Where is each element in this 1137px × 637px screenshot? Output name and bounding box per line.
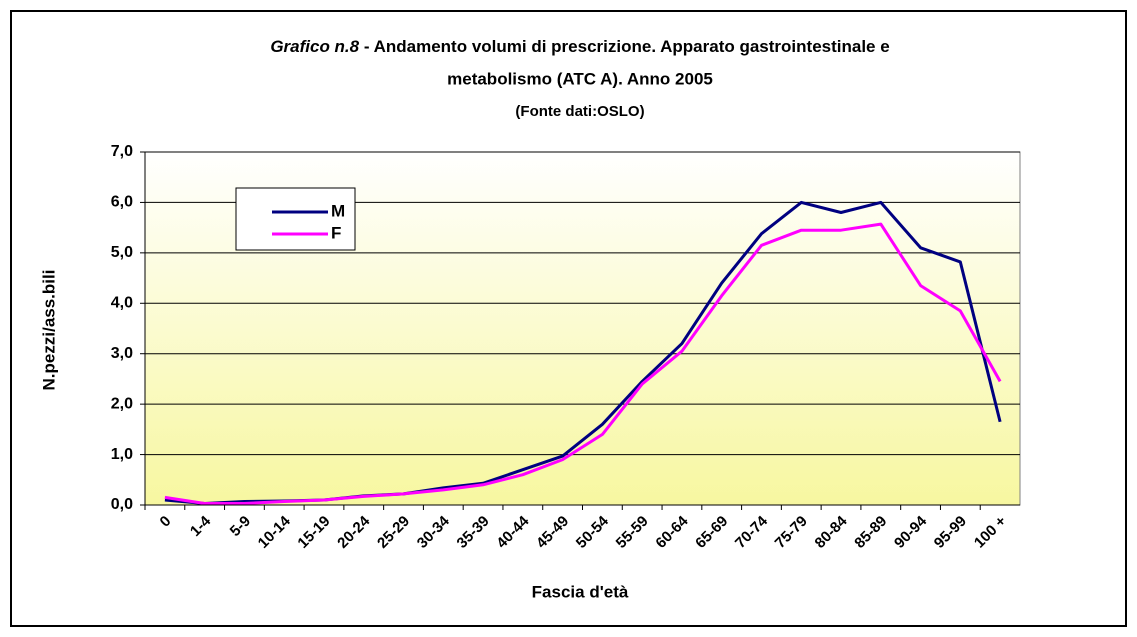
y-tick-label: 2,0 <box>111 395 133 412</box>
legend-label: M <box>331 201 345 220</box>
y-tick-label: 3,0 <box>111 345 133 362</box>
y-tick-label: 6,0 <box>111 194 133 211</box>
legend-label: F <box>331 223 341 242</box>
x-axis-label: Fascia d'età <box>532 582 629 601</box>
chart-subtitle: (Fonte dati:OSLO) <box>515 103 644 120</box>
y-tick-label: 4,0 <box>111 295 133 312</box>
chart-title: metabolismo (ATC A). Anno 2005 <box>447 69 713 88</box>
y-axis-label: N.pezzi/ass.bili <box>39 270 58 391</box>
series-line <box>164 222 1002 505</box>
y-tick-label: 5,0 <box>111 244 133 261</box>
y-tick-label: 7,0 <box>111 143 133 160</box>
y-tick-label: 0,0 <box>111 496 133 513</box>
legend-box <box>235 187 356 251</box>
y-tick-label: 1,0 <box>111 446 133 463</box>
title-part: Grafico n.8 <box>270 37 359 56</box>
chart-title: Grafico n.8 - Andamento volumi di prescr… <box>270 37 889 56</box>
title-part: - Andamento volumi di prescrizione. Appa… <box>359 37 890 56</box>
